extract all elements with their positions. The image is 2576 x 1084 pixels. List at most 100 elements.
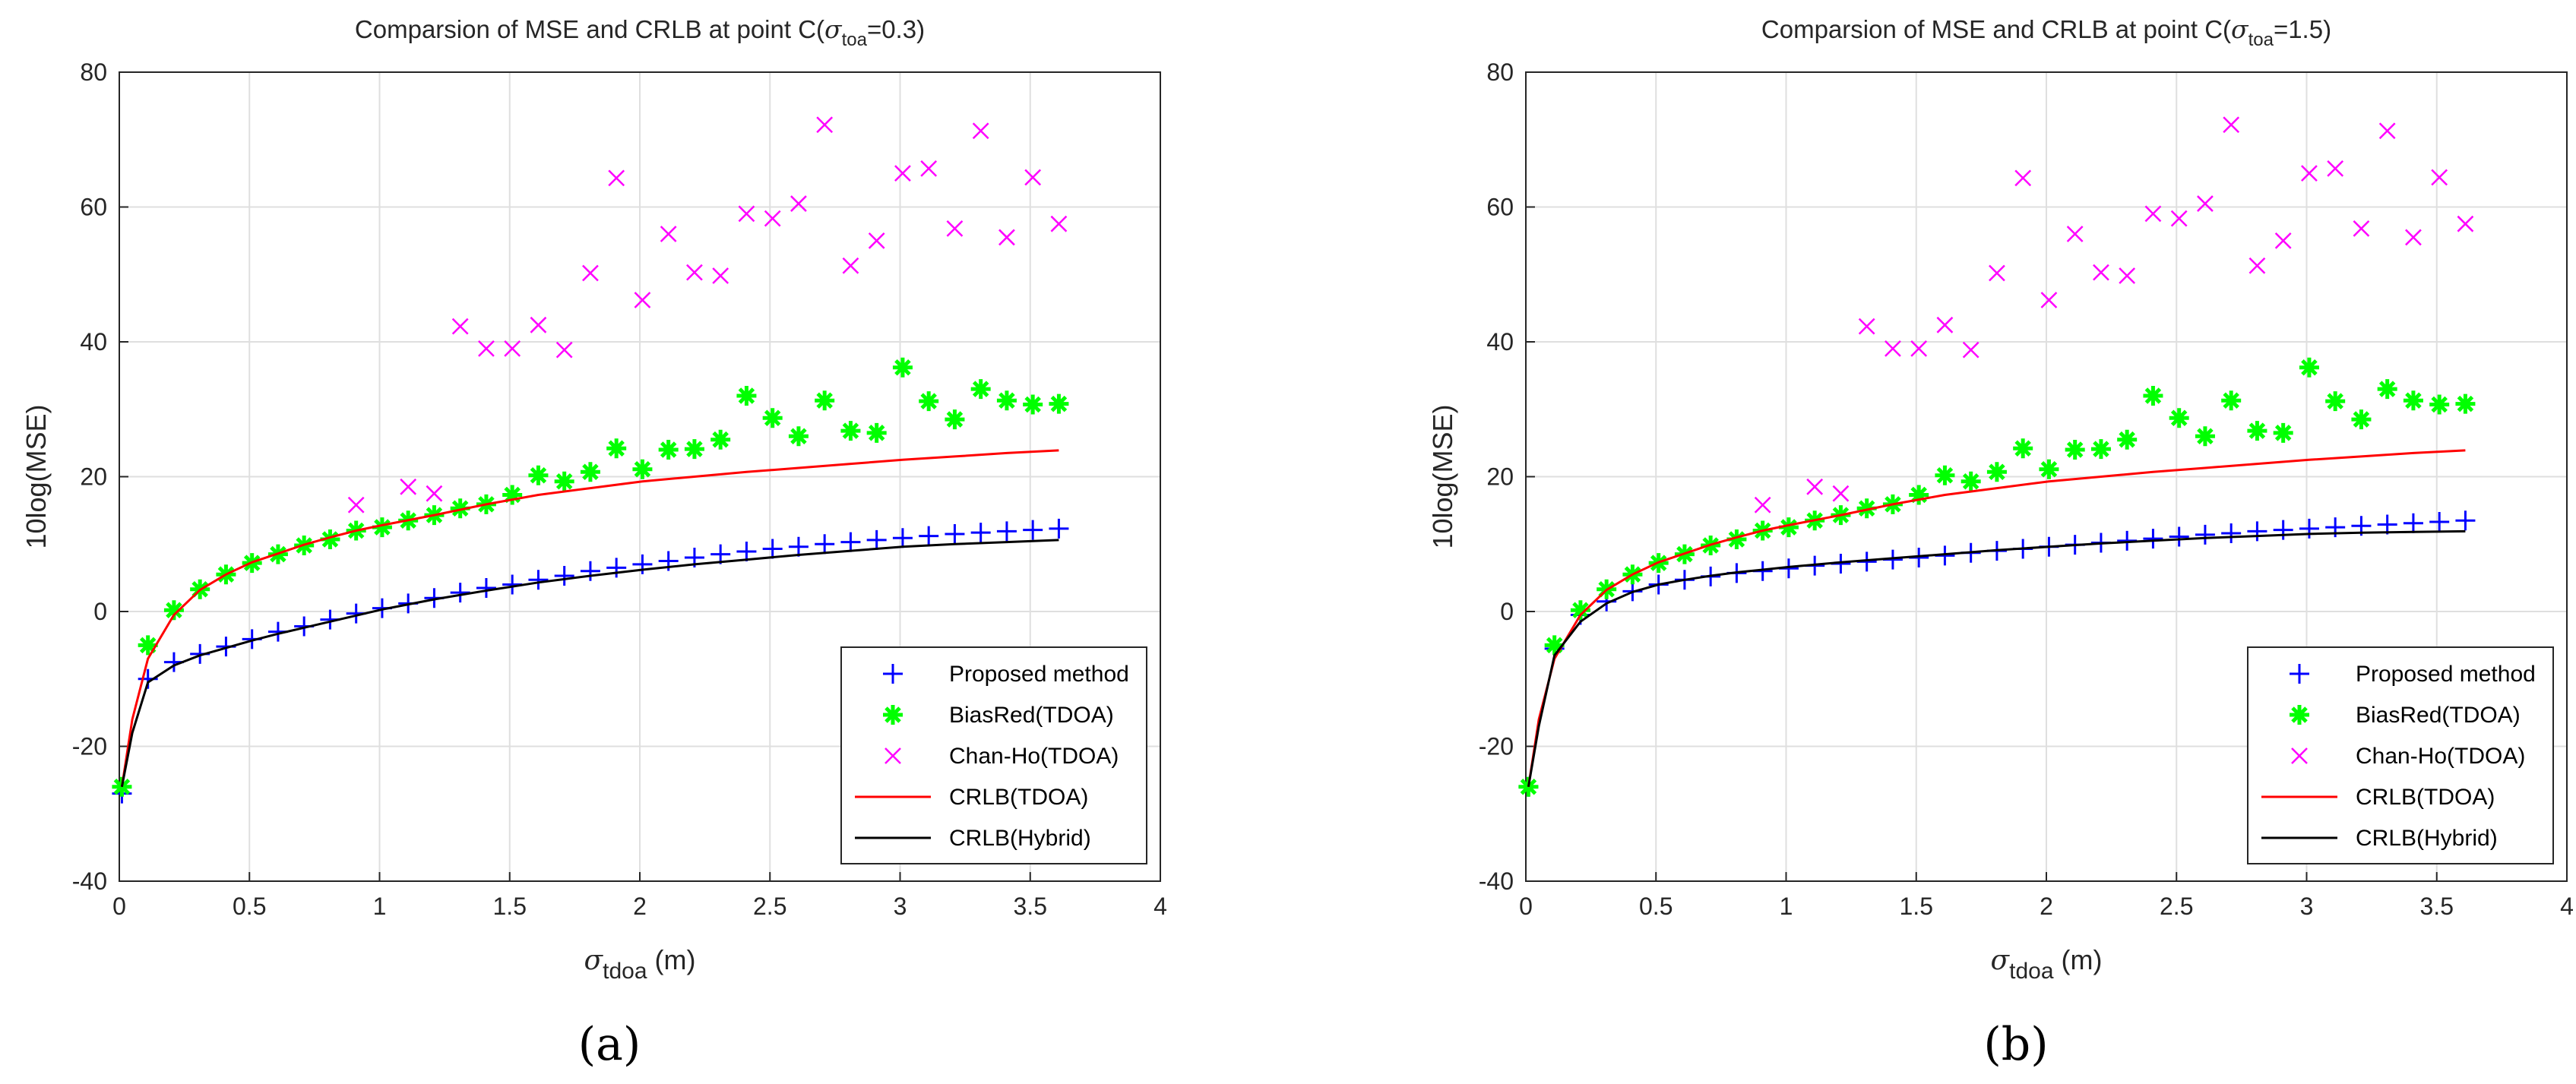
y-tick-label: -20 (72, 733, 107, 760)
data-point (660, 226, 677, 242)
data-point (842, 257, 859, 274)
data-point (528, 570, 549, 590)
series-line (1527, 529, 2466, 788)
data-point (580, 462, 600, 482)
x-tick-label: 1.5 (1900, 893, 1933, 920)
data-point (972, 122, 989, 140)
data-point (502, 485, 523, 505)
data-point (684, 439, 704, 460)
data-point (478, 340, 495, 357)
data-point (2143, 529, 2163, 549)
x-tick-label: 3.5 (1014, 893, 1047, 920)
data-point (632, 459, 653, 479)
data-point (920, 160, 938, 177)
series-crlb-tdoa- (1527, 449, 2466, 788)
data-point (840, 532, 861, 552)
data-point (762, 539, 783, 559)
data-point (2429, 511, 2450, 532)
data-point (2405, 229, 2422, 246)
data-point (530, 316, 547, 333)
data-point (451, 318, 469, 335)
x-tick-label: 2 (2040, 893, 2053, 920)
chart-title: Comparsion of MSE and CRLB at point C(σt… (1761, 14, 2331, 50)
data-point (450, 498, 470, 519)
data-point (2039, 459, 2059, 479)
x-tick-label: 1 (1780, 893, 1793, 920)
x-tick-label: 4 (2560, 893, 2574, 920)
data-point (582, 264, 599, 282)
data-point (1935, 465, 1955, 485)
x-tick-label: 2.5 (2160, 893, 2193, 920)
chart-panel-1: Comparsion of MSE and CRLB at point C(σt… (21, 14, 1167, 1071)
x-tick-label: 2 (633, 893, 647, 920)
data-point (998, 229, 1015, 246)
data-point (580, 561, 600, 581)
y-tick-label: -20 (1479, 733, 1514, 760)
y-tick-label: 40 (80, 328, 107, 356)
data-point (1570, 600, 1590, 621)
data-point (710, 429, 731, 450)
data-point (1049, 518, 1069, 539)
chart-title-prefix: Comparsion of MSE and CRLB at point C( (1761, 15, 2231, 43)
series-chan-ho-tdoa- (1754, 116, 2474, 514)
x-tick-label: 4 (1154, 893, 1167, 920)
chart-panel-2: Comparsion of MSE and CRLB at point C(σt… (1427, 14, 2574, 1071)
data-point (163, 600, 184, 621)
data-point (1544, 635, 1565, 656)
x-tick-label: 1.5 (493, 893, 527, 920)
data-point (606, 558, 627, 578)
chart-title-suffix: =1.5) (2274, 15, 2331, 43)
data-point (686, 264, 703, 281)
data-point (892, 528, 913, 548)
data-point (712, 267, 729, 284)
data-point (504, 340, 521, 357)
data-point (2377, 514, 2397, 535)
data-point (970, 379, 991, 400)
legend-marker-swatch (883, 705, 903, 725)
data-point (2013, 438, 2033, 459)
legend: Proposed method BiasRed(TDOA) Chan-Ho(TDOA… (2247, 646, 2554, 864)
data-point (710, 544, 731, 564)
x-axis-label-symbol: σ (584, 945, 604, 976)
x-tick-label: 1 (373, 893, 387, 920)
x-axis-label-unit: (m) (647, 944, 696, 975)
x-axis-label: σtdoa (m) (584, 944, 696, 984)
data-point (606, 438, 627, 459)
x-tick-label: 0 (112, 893, 126, 920)
data-point (2066, 226, 2084, 242)
data-point (736, 542, 757, 562)
data-point (1832, 485, 1850, 502)
data-point (658, 440, 679, 460)
legend-entry-label: BiasRed(TDOA) (949, 703, 1114, 728)
x-tick-label: 2.5 (753, 893, 786, 920)
legend-entry-label: Chan-Ho(TDOA) (2356, 744, 2525, 769)
y-tick-label: -40 (1479, 868, 1514, 895)
series-crlb-hybrid- (1527, 529, 2466, 788)
panel-label: (a) (578, 1018, 641, 1071)
data-point (347, 496, 365, 514)
data-point (1962, 341, 1979, 359)
data-point (738, 205, 755, 223)
y-tick-label: 80 (1486, 58, 1514, 86)
data-point (2143, 386, 2163, 406)
data-point (2014, 169, 2032, 187)
y-tick-label: 60 (80, 194, 107, 221)
data-point (2065, 440, 2085, 460)
y-tick-label: 20 (1486, 463, 1514, 491)
data-point (2327, 160, 2344, 177)
data-point (866, 529, 887, 550)
legend-entry-label: CRLB(Hybrid) (949, 826, 1091, 851)
y-tick-label: 40 (1486, 328, 1514, 356)
legend-marker-swatch (885, 747, 901, 764)
data-point (554, 471, 574, 491)
data-point (764, 210, 781, 227)
legend-entry-label: BiasRed(TDOA) (2356, 703, 2521, 728)
data-point (788, 536, 809, 557)
legend-marker-swatch (883, 664, 903, 684)
data-point (866, 422, 887, 443)
data-point (1856, 498, 1877, 519)
data-point (2274, 232, 2292, 249)
data-point (528, 465, 549, 485)
data-point (1885, 340, 1901, 357)
